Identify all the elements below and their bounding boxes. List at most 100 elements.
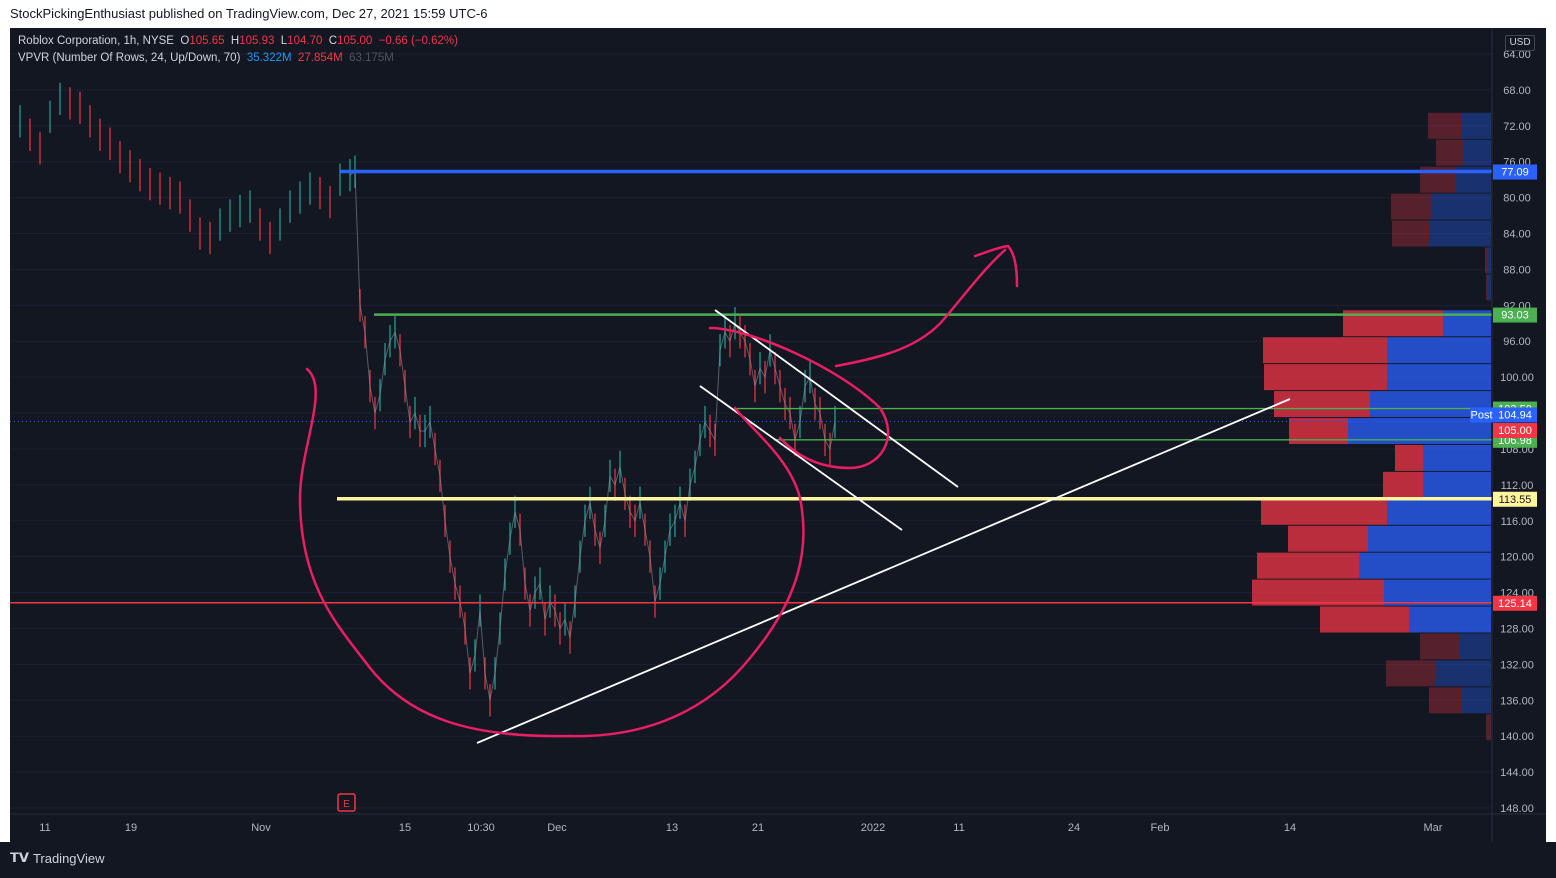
time-axis-tick: 11 (953, 822, 964, 834)
post-label: Post (1470, 409, 1492, 421)
vpvr-up-bar (1463, 139, 1491, 166)
time-axis-tick: 14 (1284, 822, 1296, 834)
current-price-tag: 105.00 (1498, 425, 1532, 437)
level-price-tag: 93.03 (1501, 310, 1529, 322)
vpvr-up-bar (1487, 247, 1491, 274)
price-line (349, 170, 836, 701)
vpvr-down-bar (1288, 525, 1368, 552)
vpvr-down-bar (1252, 579, 1384, 606)
pink-cup-circle (298, 367, 805, 738)
price-axis-tick: 128.00 (1500, 623, 1534, 635)
vpvr-up-bar (1423, 471, 1491, 498)
brand-name: TradingView (32, 850, 105, 866)
vpvr-down-bar (1261, 498, 1387, 525)
vpvr-up-bar (1431, 193, 1491, 220)
vpvr-down-bar (1383, 471, 1423, 498)
currency-badge[interactable]: USD (1505, 35, 1535, 51)
indicator-legend: VPVR (Number Of Rows, 24, Up/Down, 70) 3… (18, 52, 394, 64)
vpvr-up-bar (1462, 687, 1491, 714)
level-price-tag-bg (1493, 307, 1537, 323)
close-value: 105.00 (337, 35, 373, 47)
price-axis-tick: 144.00 (1500, 767, 1534, 779)
price-axis-tick: 140.00 (1500, 731, 1534, 743)
open-label: O (180, 35, 190, 47)
price-axis-tick: 80.00 (1503, 193, 1531, 205)
time-axis-tick: 24 (1068, 822, 1080, 834)
indicator-down-volume: 27.854M (297, 52, 343, 64)
vpvr-up-bar (1368, 525, 1491, 552)
post-price-tag: 104.94 (1498, 409, 1532, 421)
time-axis-tick: Feb (1151, 822, 1170, 834)
vpvr-down-bar (1320, 606, 1409, 633)
low-label: L (280, 35, 288, 47)
time-axis-tick: 11 (39, 822, 50, 834)
time-axis-tick: 13 (666, 822, 678, 834)
price-axis-tick: 148.00 (1500, 803, 1534, 815)
vpvr-down-bar (1486, 274, 1488, 301)
pink-flag-circle (708, 326, 890, 470)
price-axis-tick: 132.00 (1500, 659, 1534, 671)
post-label-bg (1470, 407, 1493, 423)
symbol-name: Roblox Corporation, 1h, NYSE (18, 35, 174, 47)
level-price-tag: 77.09 (1501, 166, 1529, 178)
price-axis-tick: 96.00 (1503, 336, 1531, 348)
publisher-line: StockPickingEnthusiast published on Trad… (10, 6, 488, 21)
tradingview-logo[interactable]: 𝗧𝗩 TradingView (10, 850, 104, 866)
pink-arrow-head (973, 244, 1019, 288)
price-chart-svg[interactable]: E64.0068.0072.0076.0080.0084.0088.0092.0… (10, 28, 1546, 842)
footer (0, 842, 1556, 878)
price-axis-tick: 136.00 (1500, 695, 1534, 707)
white-channel-upper (714, 309, 959, 488)
chart-area[interactable]: E 64.00 68.00 72.00 76.00 80.00 84.00 88.00 92.0… (10, 28, 1546, 842)
price-axis-tick: 68.00 (1503, 85, 1531, 97)
level-price-tag-bg (1493, 595, 1537, 611)
level-price-tag-bg (1493, 491, 1537, 507)
price-axis-tick: 72.00 (1503, 121, 1531, 133)
vpvr-up-bar (1387, 364, 1491, 391)
close-label: C (328, 35, 338, 47)
earnings-marker-icon (337, 793, 356, 812)
high-label: H (230, 35, 240, 47)
price-axis-tick: 120.00 (1500, 552, 1534, 564)
vpvr-up-bar (1435, 660, 1491, 687)
vpvr-down-bar (1428, 112, 1461, 139)
level-price-tag: 113.55 (1499, 494, 1532, 506)
vpvr-down-bar (1395, 444, 1423, 471)
time-axis-tick: 10:30 (467, 822, 495, 834)
high-value: 105.93 (239, 35, 275, 47)
price-axis-tick: 100.00 (1500, 372, 1534, 384)
vpvr-up-bar (1488, 274, 1491, 301)
low-value: 104.70 (287, 35, 323, 47)
vpvr-down-bar (1274, 391, 1370, 418)
price-axis-tick: 84.00 (1503, 229, 1531, 241)
time-axis-tick: 15 (399, 822, 411, 834)
vpvr-up-bar (1384, 579, 1491, 606)
indicator-name: VPVR (Number Of Rows, 24, Up/Down, 70) (18, 52, 241, 64)
white-trendline-rising (476, 398, 1291, 744)
white-channel-lower (699, 385, 903, 531)
level-price-tag: 125.14 (1498, 598, 1532, 610)
time-axis-tick: Nov (251, 822, 271, 834)
vpvr-up-bar (1429, 220, 1491, 247)
price-axis-tick: 116.00 (1501, 516, 1534, 528)
vpvr-up-bar (1460, 633, 1491, 660)
vpvr-down-bar (1436, 139, 1463, 166)
price-axis-tick: 64.00 (1503, 49, 1531, 61)
vpvr-up-bar (1461, 112, 1491, 139)
vpvr-up-bar (1387, 498, 1491, 525)
time-axis-tick: 21 (752, 822, 764, 834)
vpvr-down-bar (1257, 552, 1359, 579)
vpvr-down-bar (1263, 337, 1387, 364)
symbol-legend: Roblox Corporation, 1h, NYSE O105.65 H10… (18, 35, 458, 47)
vpvr-down-bar (1391, 193, 1431, 220)
vpvr-down-bar (1486, 714, 1491, 741)
time-axis-tick: Mar (1424, 822, 1443, 834)
vpvr-down-bar (1485, 247, 1487, 274)
price-axis-tick: 112.00 (1501, 480, 1534, 492)
vpvr-down-bar (1386, 660, 1435, 687)
vpvr-up-bar (1359, 552, 1491, 579)
vpvr-up-bar (1409, 606, 1491, 633)
vpvr-down-bar (1392, 220, 1429, 247)
open-value: 105.65 (189, 35, 225, 47)
vpvr-up-bar (1423, 444, 1491, 471)
